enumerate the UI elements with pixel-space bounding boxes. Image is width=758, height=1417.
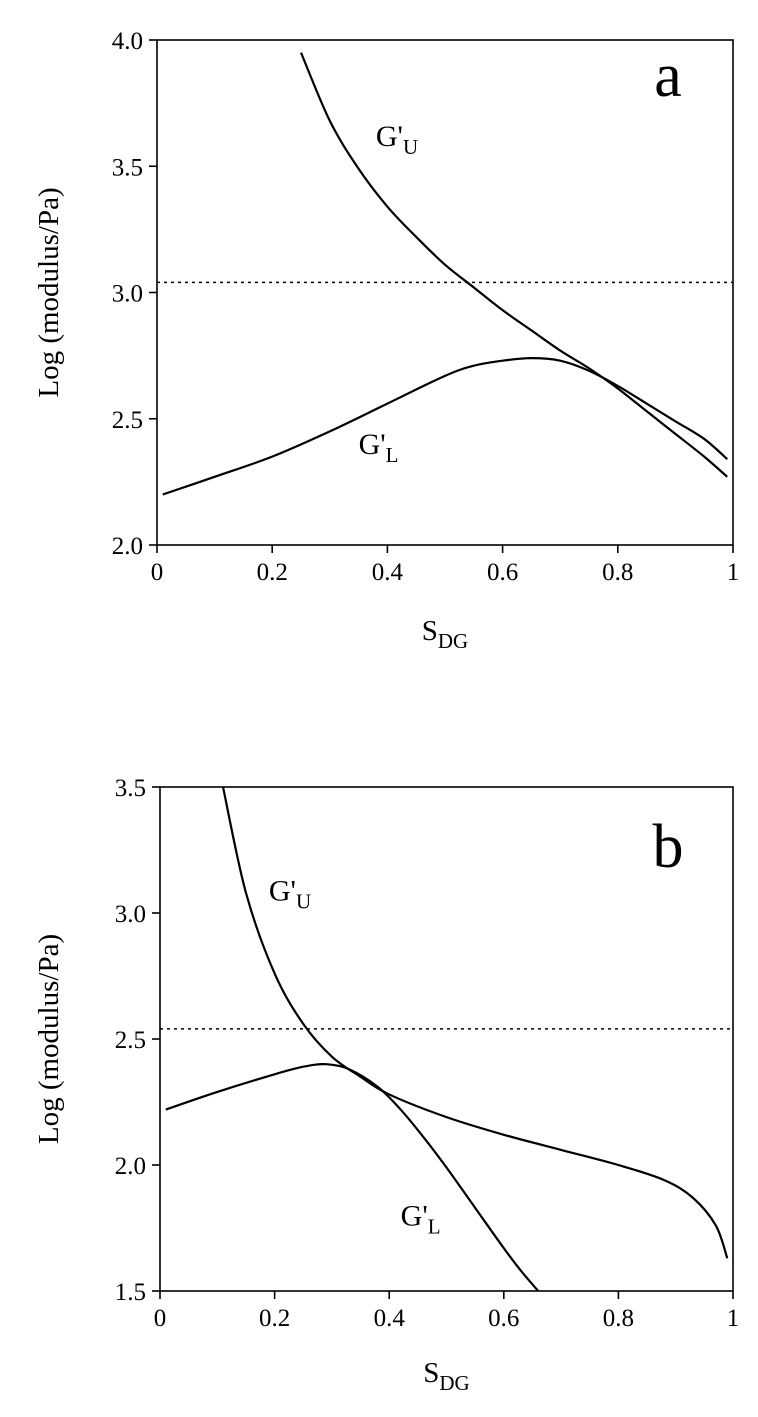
curve-label-l: G'L bbox=[401, 1199, 441, 1238]
curve-label-l: G'L bbox=[359, 428, 399, 467]
plot-frame bbox=[156, 39, 734, 546]
y-tick-label: 1.5 bbox=[115, 1279, 146, 1306]
x-tick-label: 0.4 bbox=[372, 559, 404, 586]
series-line-l bbox=[165, 1063, 540, 1292]
x-tick-label: 0.8 bbox=[603, 1305, 634, 1332]
x-tick-label: 0 bbox=[151, 559, 164, 586]
x-tick-label: 0.2 bbox=[259, 1305, 290, 1332]
y-tick-label: 2.0 bbox=[112, 533, 143, 560]
y-tick-label: 4.0 bbox=[112, 28, 143, 55]
x-tick-label: 0 bbox=[154, 1305, 167, 1332]
y-tick-label: 2.0 bbox=[115, 1153, 146, 1180]
panel-letter: b bbox=[653, 813, 684, 881]
x-tick-label: 0.6 bbox=[488, 1305, 519, 1332]
y-tick-label: 2.5 bbox=[115, 1027, 146, 1054]
x-tick-label: 0.2 bbox=[257, 559, 288, 586]
panel-letter: a bbox=[654, 42, 682, 110]
y-tick-label: 3.5 bbox=[112, 154, 143, 181]
series-line-u bbox=[221, 786, 729, 1259]
x-tick-label: 0.4 bbox=[374, 1305, 406, 1332]
curve-label-u: G'U bbox=[269, 874, 311, 913]
x-axis-title: SDG bbox=[423, 1357, 469, 1395]
x-axis-title: SDG bbox=[422, 615, 468, 653]
series-line-u bbox=[299, 52, 728, 478]
y-tick-label: 3.0 bbox=[115, 901, 146, 928]
chart-panel-b: 1.5 2.0 2.5 3.0 3.5 0 0.2 0.4 0.6 0.8 1 SDG Log (mod… bbox=[33, 775, 740, 1395]
series-line-l bbox=[162, 357, 728, 496]
plot-frame bbox=[159, 786, 734, 1292]
x-tick-label: 1 bbox=[727, 1305, 740, 1332]
y-axis-title: Log (modulus/Pa) bbox=[33, 934, 65, 1144]
y-tick-label: 2.5 bbox=[112, 407, 143, 434]
x-tick-label: 0.6 bbox=[487, 559, 518, 586]
x-tick-label: 1 bbox=[727, 559, 740, 586]
y-tick-label: 3.5 bbox=[115, 775, 146, 802]
y-tick-label: 3.0 bbox=[112, 281, 143, 308]
y-axis-title: Log (modulus/Pa) bbox=[33, 187, 65, 397]
x-tick-label: 0.8 bbox=[602, 559, 633, 586]
chart-panel-a: 2.0 2.5 3.0 3.5 4.0 0 0.2 0.4 0.6 0.8 1 SDG Log (mod… bbox=[33, 28, 740, 653]
curve-label-u: G'U bbox=[376, 120, 418, 159]
